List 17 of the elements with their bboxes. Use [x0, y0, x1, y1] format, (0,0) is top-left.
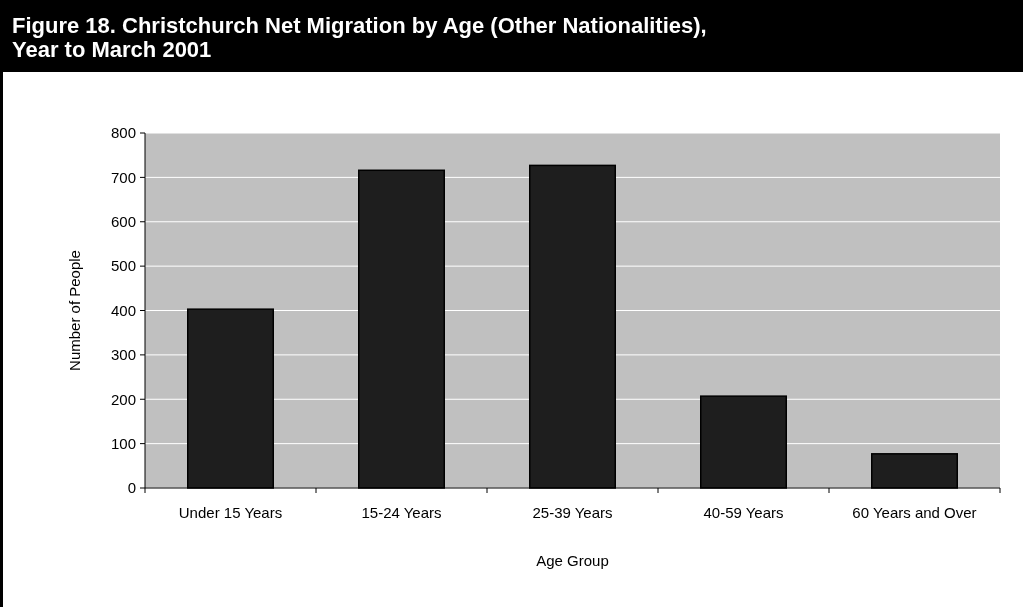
x-tick-label: 60 Years and Over [852, 504, 977, 521]
chart-title: Figure 18. Christchurch Net Migration by Age (Other Nationalities), Year to March 2001 [12, 13, 707, 62]
x-tick-label: Under 15 Years [178, 504, 283, 521]
y-tick-label: 400 [110, 301, 136, 319]
x-tick-label: 25-39 Years [532, 504, 613, 521]
y-tick-label: 700 [110, 168, 136, 186]
x-tick-label: 40-59 Years [703, 504, 784, 521]
y-tick-label: 0 [127, 479, 136, 497]
x-tick-label: 15-24 Years [361, 504, 442, 521]
y-axis-title: Number of People [66, 250, 83, 371]
y-tick-label: 300 [110, 346, 136, 364]
x-axis-title: Age Group [536, 552, 609, 569]
y-tick-label: 100 [110, 434, 136, 452]
y-tick-label: 200 [110, 390, 136, 408]
y-tick-label: 800 [110, 124, 136, 142]
y-tick-label: 500 [110, 257, 136, 275]
y-tick-label: 600 [110, 213, 136, 230]
